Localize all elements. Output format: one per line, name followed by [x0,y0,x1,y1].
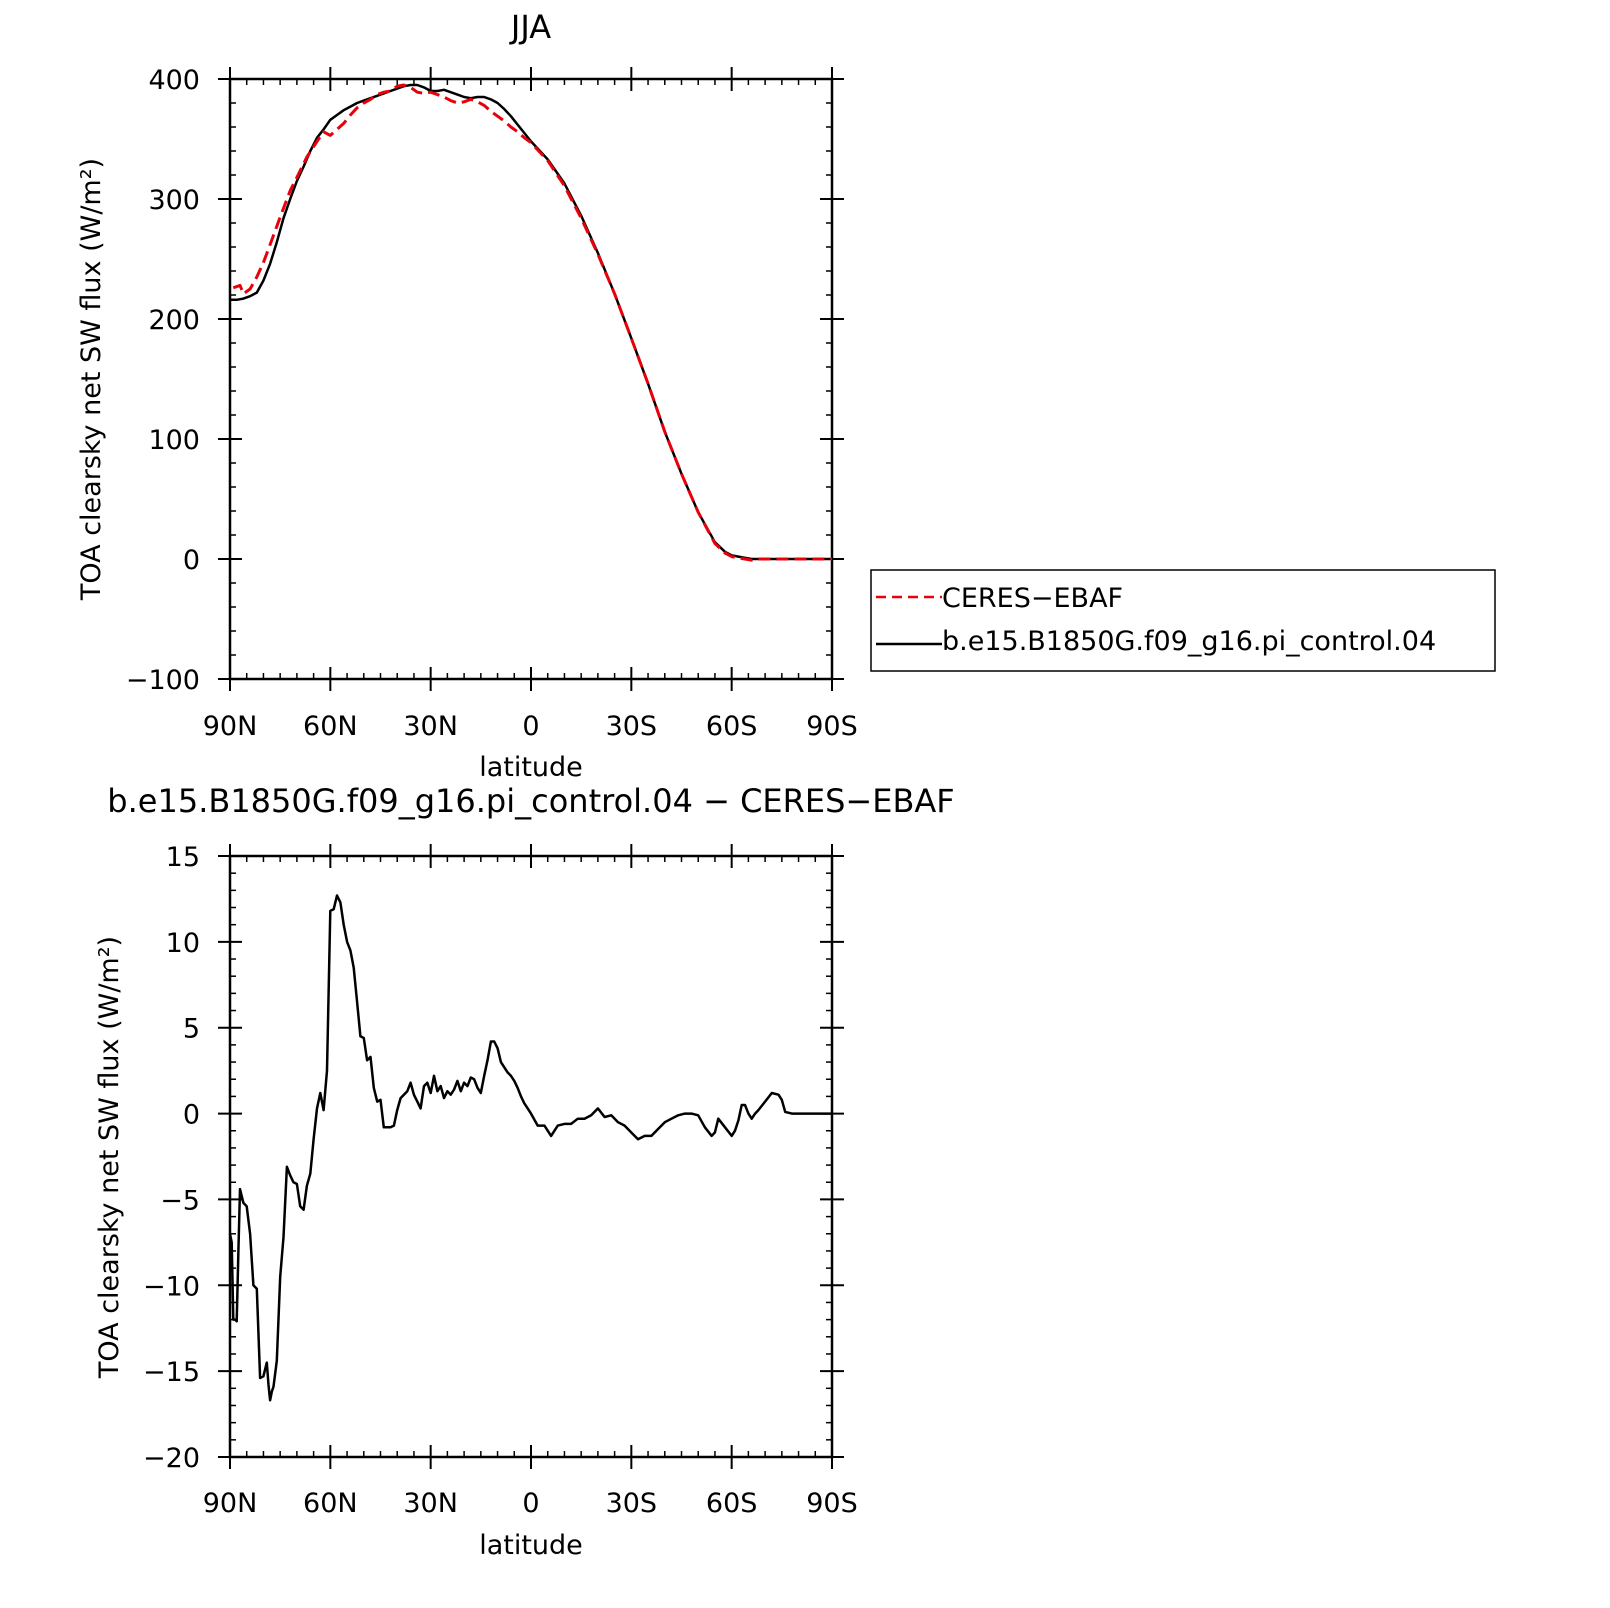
series-line-model [230,83,832,561]
legend-label-obs: CERES−EBAF [942,583,1123,614]
bottom-panel-title: b.e15.B1850G.f09_g16.pi_control.04 − CER… [107,782,954,820]
y-tick-label: 300 [148,185,200,216]
y-tick-label: −100 [126,665,200,696]
x-tick-label: 90N [203,1488,258,1519]
x-tick-label: 60N [303,711,358,742]
x-tick-label: 60S [706,1488,758,1519]
series-line-obs [232,83,832,562]
y-tick-label: −15 [143,1357,200,1388]
x-tick-label: 0 [522,711,539,742]
x-tick-label: 30N [403,1488,458,1519]
x-tick-label: 60N [303,1488,358,1519]
top-panel-series [230,83,832,562]
bottom-plot-frame [228,854,834,1459]
top-panel-y-tick-labels: −100 0 100 200 300 400 [126,65,200,696]
y-tick-label: 400 [148,65,200,96]
top-panel-ylabel: TOA clearsky net SW flux (W/m²) [76,158,107,601]
legend-box [870,569,1496,672]
y-tick-label: 100 [148,425,200,456]
top-panel-xlabel: latitude [479,752,583,783]
y-tick-label: 5 [183,1014,200,1045]
top-panel-x-tick-labels: 90N 60N 30N 0 30S 60S 90S [203,711,858,742]
x-tick-label: 90S [806,711,858,742]
legend-label-model: b.e15.B1850G.f09_g16.pi_control.04 [942,626,1436,657]
legend: CERES−EBAF b.e15.B1850G.f09_g16.pi_contr… [870,569,1496,672]
top-plot-frame [228,77,834,681]
y-tick-label: 15 [166,842,200,873]
series-line-model [228,894,832,1402]
x-tick-label: 60S [706,711,758,742]
bottom-panel-series [228,894,832,1402]
bottom-panel: b.e15.B1850G.f09_g16.pi_control.04 − CER… [94,782,955,1561]
top-panel-title: JJA [509,8,551,46]
y-tick-label: 0 [183,1100,200,1131]
x-tick-label: 30S [606,1488,658,1519]
y-tick-label: 10 [166,928,200,959]
x-tick-label: 0 [522,1488,539,1519]
bottom-panel-ylabel: TOA clearsky net SW flux (W/m²) [94,936,125,1379]
y-tick-label: 0 [183,545,200,576]
bottom-panel-y-tick-labels: −20 −15 −10 −5 0 5 10 15 [143,842,200,1474]
top-panel-ticks [218,67,844,691]
x-tick-label: 90N [203,711,258,742]
bottom-panel-xlabel: latitude [479,1530,583,1561]
bottom-panel-x-tick-labels: 90N 60N 30N 0 30S 60S 90S [203,1488,858,1519]
bottom-panel-ticks [218,844,844,1469]
x-tick-label: 90S [806,1488,858,1519]
y-tick-label: −10 [143,1271,200,1302]
y-tick-label: −5 [160,1185,200,1216]
x-tick-label: 30S [606,711,658,742]
x-tick-label: 30N [403,711,458,742]
y-tick-label: −20 [143,1443,200,1474]
y-tick-label: 200 [148,305,200,336]
